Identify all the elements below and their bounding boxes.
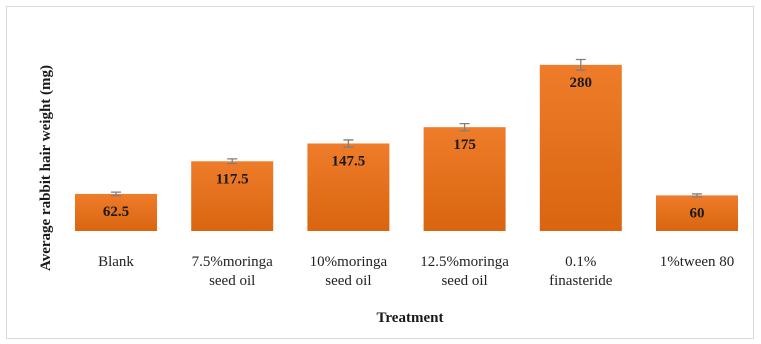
error-bar [227, 158, 238, 165]
x-tick-label: seed oil [441, 273, 487, 289]
data-label: 280 [570, 75, 593, 91]
bar [75, 193, 157, 231]
x-axis-title: Treatment [377, 310, 444, 326]
x-tick-label: 12.5%moringa [420, 254, 509, 270]
bar [656, 195, 738, 231]
x-tick-label: seed oil [209, 273, 255, 289]
data-label: 62.5 [103, 204, 129, 220]
x-tick-label: 10%moringa [310, 254, 388, 270]
error-bar [111, 191, 121, 197]
data-label: 117.5 [216, 171, 249, 187]
x-tick-label: seed oil [325, 273, 371, 289]
error-bar [459, 122, 470, 132]
x-tick-label: Blank [98, 254, 134, 270]
data-label: 147.5 [332, 153, 366, 169]
bar [307, 143, 390, 231]
bar [191, 161, 274, 231]
error-bar [692, 193, 702, 198]
y-axis-title: Average rabbit hair weight (mg) [38, 65, 54, 271]
data-label: 60 [690, 205, 705, 221]
x-tick-label: 0.1% [565, 254, 596, 270]
labels-group: 62.5 Blank 117.5 7.5%moringa seed oil 147.5 10… [98, 75, 734, 289]
bar [423, 127, 506, 231]
x-tick-label: 1%tween 80 [660, 254, 735, 270]
x-tick-label: finasteride [549, 273, 613, 289]
data-label: 175 [453, 137, 476, 153]
bars-group [75, 58, 738, 231]
error-bar [343, 139, 354, 148]
error-bar [575, 58, 586, 71]
bar [539, 64, 622, 231]
x-tick-label: 7.5%moringa [192, 254, 274, 270]
